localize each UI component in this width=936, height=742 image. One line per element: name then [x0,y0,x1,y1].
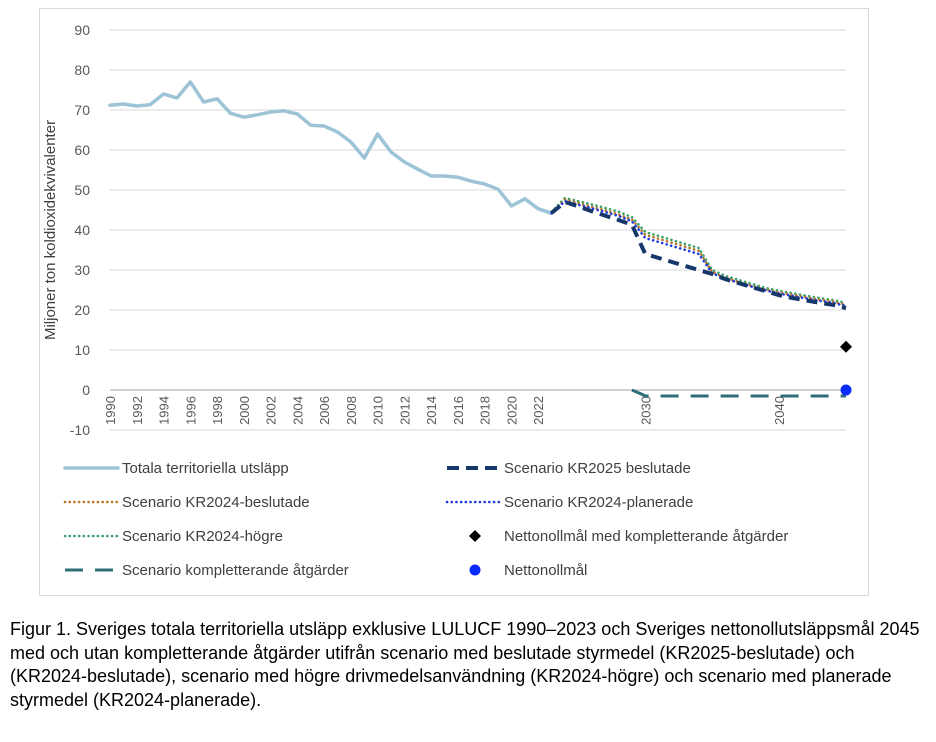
y-tick-label: 0 [82,382,90,398]
y-tick-label: 80 [74,62,90,78]
grid-layer [110,29,846,431]
figure-caption: Figur 1. Sveriges totala territoriella u… [10,619,920,710]
x-tick-label: 2020 [504,396,519,425]
x-tick-label: 2008 [344,396,359,425]
x-tick-label: 1996 [183,396,198,425]
series-layer [108,80,852,398]
y-tick-label: 60 [74,142,90,158]
x-tick-label: 2030 [638,396,653,425]
legend-label: Nettonollmål med kompletterande åtgärder [504,528,788,545]
x-tick-label: 2016 [451,396,466,425]
legend-layer: Totala territoriella utsläpp Scenario KR2… [63,460,788,579]
legend-label: Scenario KR2024-beslutade [122,494,310,511]
x-tick-label: 2006 [317,396,332,425]
x-tick-label: 2000 [237,396,252,425]
x-tick-label: 2014 [424,396,439,425]
x-tick-label: 2002 [264,396,279,425]
legend-label: Scenario kompletterande åtgärder [122,562,349,579]
legend-label: Scenario KR2024-planerade [504,494,693,511]
x-tick-label: 1994 [157,396,172,425]
y-axis-label: Miljoner ton koldioxidekvivalenter [42,120,59,340]
y-tick-label: 70 [74,102,90,118]
legend-label: Nettonollmål [504,562,587,579]
series-line [631,388,846,398]
y-tick-label: 30 [74,262,90,278]
series-line [550,200,847,310]
legend-label: Scenario KR2024-högre [122,528,283,545]
x-tick-label: 2018 [478,396,493,425]
marker-circle [840,384,852,396]
y-tick-label: 40 [74,222,90,238]
x-tick-label: 2022 [531,396,546,425]
chart-frame [39,8,869,596]
series-line [108,80,554,215]
legend-label: Scenario KR2025 beslutade [504,460,691,477]
legend-swatch [469,530,481,542]
series-line [550,199,848,308]
legend-label: Totala territoriella utsläpp [122,460,289,477]
x-tick-label: 2004 [290,396,305,425]
y-tick-label: 20 [74,302,90,318]
x-tick-label: 2040 [772,396,787,425]
series-line [550,198,848,307]
x-tick-label: 2010 [371,396,386,425]
x-tick-label: 1990 [103,396,118,425]
x-tick-label: 1998 [210,396,225,425]
marker-diamond [840,340,852,353]
y-tick-label: 10 [74,342,90,358]
y-tick-label: -10 [70,422,90,438]
series-line [550,196,848,305]
y-tick-label: 90 [74,22,90,38]
y-tick-label: 50 [74,182,90,198]
legend-swatch [469,564,481,576]
x-tick-label: 1992 [130,396,145,425]
x-tick-label: 2012 [397,396,412,425]
